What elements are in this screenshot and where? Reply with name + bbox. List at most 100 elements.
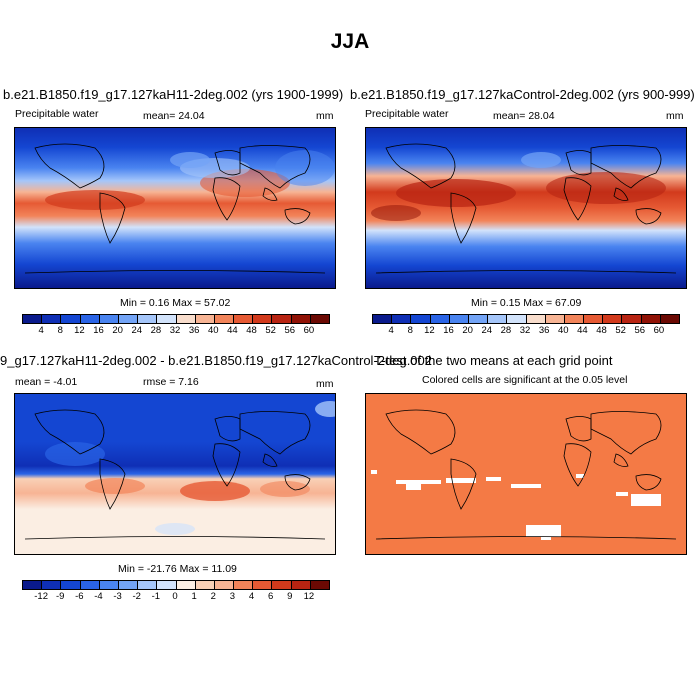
colorbar-cell <box>253 315 273 323</box>
colorbar-tick-label: 1 <box>191 591 197 602</box>
colorbar-cell <box>23 315 43 323</box>
panel-b-title: b.e21.B1850.f19_g17.127kaControl-2deg.00… <box>350 87 695 102</box>
colorbar-tick-label: 3 <box>229 591 236 602</box>
colorbar-tick-label: 56 <box>634 325 646 336</box>
colorbar-tick-label: 40 <box>207 325 219 336</box>
panel-c-colorbar-ticks: -12 -9 -6 -4 -3 -2 -1 0 1 2 3 4 6 9 12 <box>22 591 328 603</box>
colorbar-cell <box>488 315 508 323</box>
colorbar-cell <box>449 315 469 323</box>
panel-d-subtitle: Colored cells are significant at the 0.0… <box>422 374 628 386</box>
panel-d-map-plot <box>366 394 686 554</box>
colorbar-cell <box>61 581 81 589</box>
panel-c-rmse-label: rmse = 7.16 <box>143 376 199 388</box>
colorbar-cell <box>42 581 62 589</box>
colorbar-cell <box>176 315 196 323</box>
colorbar-tick-label: 4 <box>38 325 44 336</box>
colorbar-tick-label: -1 <box>151 591 161 602</box>
colorbar-tick-label: -9 <box>56 591 65 602</box>
panel-b-colorbar-ticks: 4 8 12 16 20 24 28 32 36 40 44 48 52 56 60 <box>372 325 678 337</box>
colorbar-cell <box>272 581 292 589</box>
colorbar-tick-label: 16 <box>443 325 454 336</box>
colorbar-tick-label: 0 <box>172 591 178 602</box>
panel-d-nonsignificant-cells <box>371 470 661 540</box>
panel-c-mean-label: mean = -4.01 <box>15 376 78 388</box>
panel-c-title: 9_g17.127kaH11-2deg.002 - b.e21.B1850.f1… <box>0 353 432 368</box>
colorbar-tick-label: 20 <box>462 325 473 336</box>
colorbar-cell <box>310 315 329 323</box>
colorbar-cell <box>42 315 62 323</box>
panel-a-units-label: mm <box>316 110 334 122</box>
colorbar-tick-label: -3 <box>113 591 122 602</box>
colorbar-cell <box>411 315 431 323</box>
panel-b-map <box>365 127 687 289</box>
colorbar-cell <box>138 581 158 589</box>
colorbar-cell <box>214 581 235 589</box>
colorbar-cell <box>660 315 679 323</box>
colorbar-tick-label: -4 <box>94 591 103 602</box>
colorbar-tick-label: 20 <box>112 325 123 336</box>
colorbar-tick-label: 60 <box>303 325 315 336</box>
colorbar-cell <box>118 581 139 589</box>
colorbar-tick-label: 12 <box>74 325 85 336</box>
colorbar-cell <box>99 315 119 323</box>
colorbar-cell <box>310 581 329 589</box>
colorbar-tick-label: 2 <box>210 591 216 602</box>
panel-a-colorbar-ticks: 4 8 12 16 20 24 28 32 36 40 44 48 52 56 60 <box>22 325 328 337</box>
colorbar-cell <box>234 581 254 589</box>
colorbar-tick-label: 8 <box>407 325 413 336</box>
colorbar-cell <box>138 315 158 323</box>
colorbar-cell <box>507 315 527 323</box>
colorbar-cell <box>468 315 489 323</box>
colorbar-cell <box>641 315 661 323</box>
colorbar-tick-label: 24 <box>131 325 143 336</box>
colorbar-tick-label: -12 <box>34 591 48 602</box>
colorbar-cell <box>272 315 292 323</box>
colorbar-cell <box>603 315 623 323</box>
colorbar-tick-label: 32 <box>519 325 531 336</box>
panel-a-title: b.e21.B1850.f19_g17.127kaH11-2deg.002 (y… <box>3 87 344 102</box>
colorbar-cell <box>430 315 450 323</box>
colorbar-cell <box>545 315 565 323</box>
colorbar-tick-label: 44 <box>227 325 238 336</box>
colorbar-cell <box>195 315 215 323</box>
colorbar-tick-label: -6 <box>75 591 84 602</box>
colorbar-cell <box>253 581 273 589</box>
colorbar-tick-label: 36 <box>188 325 200 336</box>
panel-b-colorbar <box>372 314 680 324</box>
panel-d-title: T-test of the two means at each grid poi… <box>374 353 613 368</box>
colorbar-tick-label: 12 <box>303 591 315 602</box>
colorbar-tick-label: 24 <box>481 325 493 336</box>
colorbar-tick-label: 48 <box>246 325 257 336</box>
colorbar-cell <box>291 581 311 589</box>
colorbar-tick-label: 6 <box>267 591 274 602</box>
colorbar-cell <box>392 315 412 323</box>
colorbar-cell <box>214 315 235 323</box>
colorbar-tick-label: 52 <box>265 325 276 336</box>
colorbar-tick-label: -2 <box>132 591 141 602</box>
panel-c-minmax: Min = -21.76 Max = 11.09 <box>118 563 237 575</box>
colorbar-cell <box>291 315 311 323</box>
colorbar-cell <box>622 315 642 323</box>
colorbar-tick-label: 56 <box>284 325 296 336</box>
colorbar-cell <box>234 315 254 323</box>
panel-b-mean-label: mean= 28.04 <box>493 110 555 122</box>
colorbar-tick-label: 40 <box>557 325 569 336</box>
colorbar-cell <box>157 315 177 323</box>
panel-c-map-plot <box>15 394 335 554</box>
colorbar-tick-label: 28 <box>150 325 162 336</box>
colorbar-tick-label: 32 <box>169 325 181 336</box>
colorbar-cell <box>584 315 604 323</box>
colorbar-tick-label: 28 <box>500 325 512 336</box>
colorbar-cell <box>373 315 393 323</box>
colorbar-cell <box>176 581 196 589</box>
figure-title: JJA <box>330 30 370 53</box>
colorbar-cell <box>99 581 119 589</box>
panel-a-map-plot <box>15 128 335 288</box>
panel-c-map <box>14 393 336 555</box>
colorbar-tick-label: 44 <box>577 325 588 336</box>
colorbar-cell <box>80 315 100 323</box>
colorbar-cell <box>564 315 585 323</box>
colorbar-cell <box>118 315 139 323</box>
colorbar-tick-label: 60 <box>653 325 665 336</box>
colorbar-tick-label: 16 <box>93 325 104 336</box>
